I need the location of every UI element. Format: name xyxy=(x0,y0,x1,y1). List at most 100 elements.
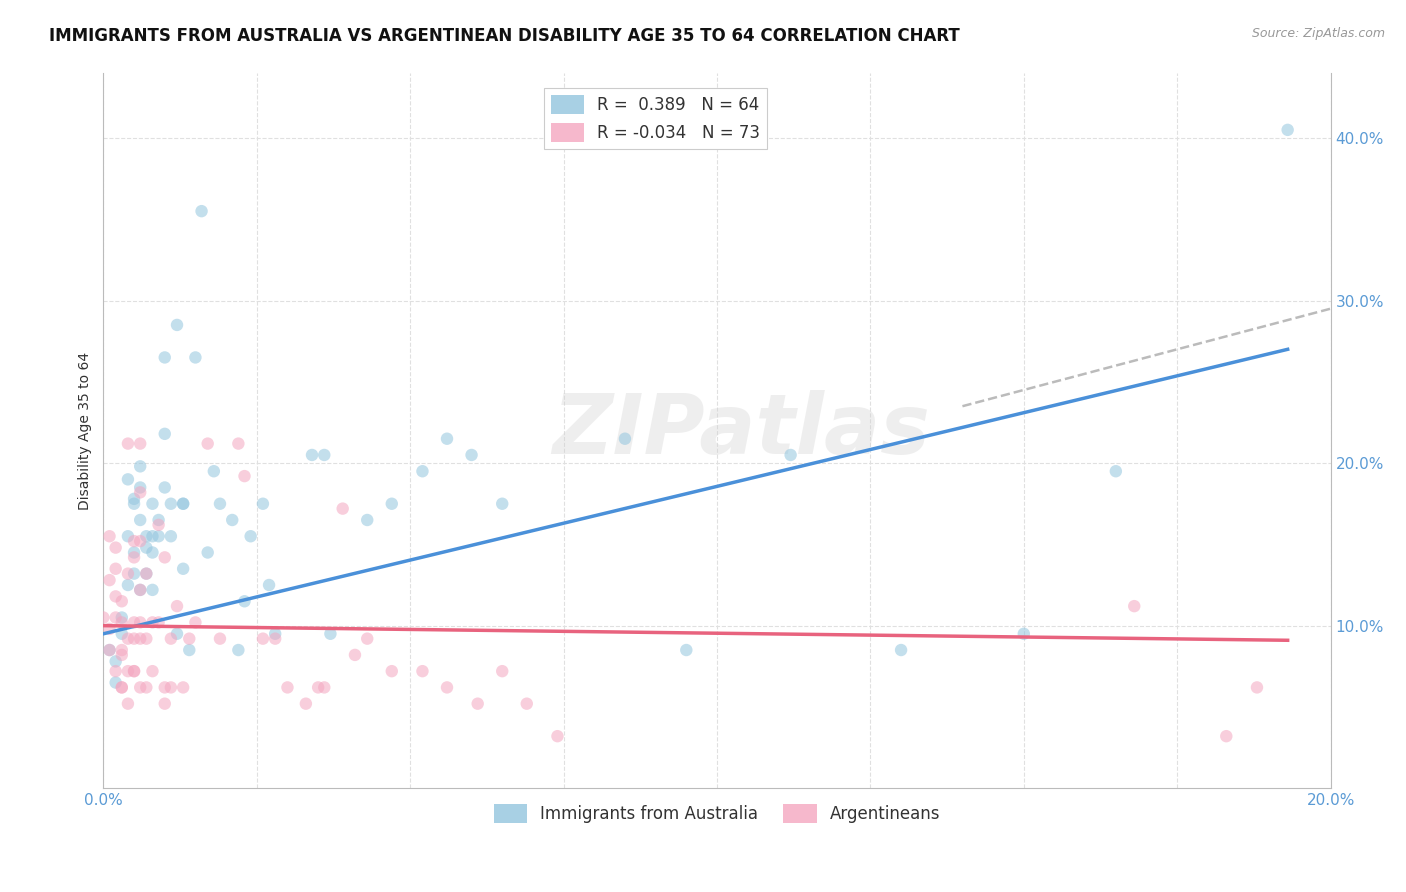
Point xyxy=(117,566,139,581)
Point xyxy=(166,318,188,332)
Point xyxy=(307,681,329,695)
Point xyxy=(117,436,139,450)
Legend: Immigrants from Australia, Argentineans: Immigrants from Australia, Argentineans xyxy=(486,797,948,830)
Point xyxy=(111,610,134,624)
Point xyxy=(264,632,287,646)
Point xyxy=(111,594,134,608)
Point xyxy=(122,566,145,581)
Point xyxy=(184,351,207,365)
Point xyxy=(104,541,127,555)
Point xyxy=(98,643,121,657)
Point xyxy=(122,491,145,506)
Point xyxy=(516,697,538,711)
Point xyxy=(779,448,801,462)
Point xyxy=(135,681,157,695)
Point xyxy=(491,664,513,678)
Point xyxy=(153,681,176,695)
Point xyxy=(160,632,183,646)
Point xyxy=(208,632,231,646)
Text: IMMIGRANTS FROM AUSTRALIA VS ARGENTINEAN DISABILITY AGE 35 TO 64 CORRELATION CHA: IMMIGRANTS FROM AUSTRALIA VS ARGENTINEAN… xyxy=(49,27,960,45)
Point xyxy=(153,351,176,365)
Point xyxy=(172,497,194,511)
Point xyxy=(184,615,207,630)
Point xyxy=(141,497,163,511)
Point xyxy=(202,464,225,478)
Point xyxy=(436,681,458,695)
Point xyxy=(117,578,139,592)
Point xyxy=(153,697,176,711)
Point xyxy=(381,664,404,678)
Text: ZIPatlas: ZIPatlas xyxy=(553,390,931,471)
Point xyxy=(122,615,145,630)
Point xyxy=(332,501,354,516)
Point xyxy=(546,729,568,743)
Point xyxy=(135,632,157,646)
Point xyxy=(122,632,145,646)
Point xyxy=(111,648,134,662)
Point xyxy=(141,529,163,543)
Point xyxy=(148,529,170,543)
Point xyxy=(148,517,170,532)
Point xyxy=(104,664,127,678)
Point xyxy=(411,664,433,678)
Point xyxy=(122,545,145,559)
Point xyxy=(129,615,152,630)
Point xyxy=(135,566,157,581)
Point xyxy=(675,643,697,657)
Point xyxy=(117,632,139,646)
Point xyxy=(160,529,183,543)
Point xyxy=(117,664,139,678)
Point xyxy=(1105,464,1128,478)
Point xyxy=(117,472,139,486)
Point xyxy=(343,648,366,662)
Point xyxy=(160,497,183,511)
Point xyxy=(252,497,274,511)
Point xyxy=(233,594,256,608)
Point xyxy=(190,204,212,219)
Point xyxy=(104,675,127,690)
Point xyxy=(208,497,231,511)
Point xyxy=(252,632,274,646)
Point xyxy=(1277,123,1299,137)
Point xyxy=(239,529,262,543)
Point xyxy=(135,529,157,543)
Point xyxy=(197,436,219,450)
Point xyxy=(153,481,176,495)
Point xyxy=(111,627,134,641)
Point xyxy=(257,578,280,592)
Point xyxy=(111,681,134,695)
Point xyxy=(221,513,243,527)
Point xyxy=(276,681,298,695)
Point xyxy=(122,664,145,678)
Point xyxy=(491,497,513,511)
Point xyxy=(135,566,157,581)
Point xyxy=(98,529,121,543)
Y-axis label: Disability Age 35 to 64: Disability Age 35 to 64 xyxy=(79,351,93,509)
Point xyxy=(467,697,489,711)
Point xyxy=(111,643,134,657)
Point xyxy=(117,697,139,711)
Point xyxy=(98,622,121,636)
Point xyxy=(93,610,115,624)
Point xyxy=(153,426,176,441)
Point xyxy=(129,436,152,450)
Point xyxy=(172,497,194,511)
Point xyxy=(264,627,287,641)
Point xyxy=(148,615,170,630)
Point xyxy=(141,582,163,597)
Point xyxy=(228,643,250,657)
Point xyxy=(613,432,636,446)
Point xyxy=(179,632,201,646)
Point xyxy=(1012,627,1035,641)
Point xyxy=(122,550,145,565)
Point xyxy=(148,513,170,527)
Point xyxy=(460,448,482,462)
Point xyxy=(104,562,127,576)
Point xyxy=(890,643,912,657)
Point xyxy=(314,448,336,462)
Point xyxy=(197,545,219,559)
Point xyxy=(411,464,433,478)
Text: Source: ZipAtlas.com: Source: ZipAtlas.com xyxy=(1251,27,1385,40)
Point xyxy=(166,599,188,614)
Point xyxy=(172,562,194,576)
